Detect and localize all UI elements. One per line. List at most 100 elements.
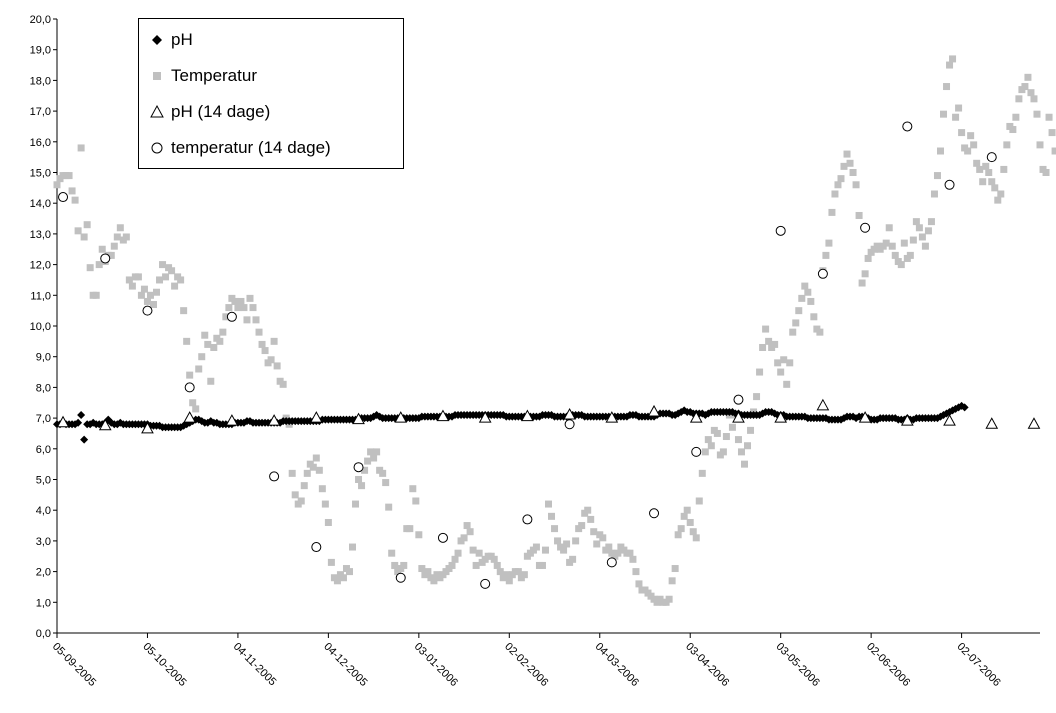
temperature-point	[246, 294, 254, 302]
temperature-point	[548, 512, 556, 520]
temperature-point	[991, 184, 999, 192]
y-tick-label: 5,0	[36, 475, 51, 487]
temperature-point	[698, 469, 706, 477]
temperature-point	[466, 528, 474, 536]
temperature-point	[780, 356, 788, 364]
temperature-point	[753, 393, 761, 401]
y-tick-label: 3,0	[36, 536, 51, 548]
temperature-point	[207, 377, 215, 385]
temperature-point	[490, 555, 498, 563]
temperature-point	[578, 522, 586, 530]
temperature-point	[958, 129, 966, 137]
ph-14-point	[225, 414, 239, 426]
x-tick-label: 05-09-2005	[50, 641, 98, 689]
temperature-point	[740, 460, 748, 468]
temperature-point	[210, 343, 218, 351]
y-tick-label: 11,0	[30, 290, 51, 302]
legend-label-ph: pH	[171, 30, 193, 49]
temperature-point	[355, 476, 363, 483]
temperature-point	[765, 337, 773, 345]
temperature-point	[686, 518, 694, 526]
temperature-point	[249, 304, 257, 312]
ph-14-point	[56, 415, 70, 428]
temperature-point	[909, 236, 917, 244]
temperature-point	[201, 331, 209, 339]
temperature-point	[448, 561, 456, 569]
temperature-point	[472, 561, 480, 569]
y-tick-label: 14,0	[30, 198, 51, 210]
temperature-point	[1000, 165, 1008, 173]
temperature-point	[505, 577, 513, 585]
temperature-point	[683, 506, 691, 514]
temperature-point	[53, 181, 61, 189]
temperature-point	[156, 276, 164, 284]
temperature-point	[110, 242, 118, 250]
temperature-point	[361, 466, 369, 474]
ph-14-point	[900, 414, 914, 426]
temperature-point	[563, 540, 571, 548]
temperature-point	[379, 469, 387, 477]
temperature-point	[888, 242, 896, 250]
ph-point	[74, 418, 83, 427]
ph-14-point	[816, 398, 830, 411]
temperature-point	[77, 144, 85, 152]
temperature-point	[180, 307, 188, 315]
temperature-point	[312, 454, 320, 462]
temperature-point	[74, 227, 82, 235]
temperature-point	[921, 242, 929, 250]
temperature-point	[252, 316, 260, 324]
temp-14-point	[902, 121, 913, 132]
temperature-point	[171, 282, 179, 290]
temperature-point	[569, 555, 577, 563]
temperature-point	[849, 169, 857, 176]
y-tick-label: 12,0	[30, 260, 51, 272]
temperature-point	[680, 512, 688, 520]
temp-14-point	[142, 305, 153, 316]
temperature-point	[80, 233, 88, 241]
temperature-point	[140, 285, 148, 293]
temperature-point	[255, 328, 263, 336]
temp-14-point	[58, 192, 69, 203]
temperature-point	[759, 343, 767, 351]
temperature-point	[885, 224, 893, 232]
temperature-point	[756, 368, 764, 376]
temperature-point	[225, 304, 233, 312]
temperature-point	[1051, 147, 1056, 155]
temperature-point	[538, 561, 546, 569]
x-tick-label: 02-06-2006	[864, 641, 912, 689]
temperature-point	[701, 448, 709, 456]
temperature-point	[1033, 110, 1041, 118]
temp-14-point	[353, 462, 364, 473]
temperature-point	[373, 448, 381, 456]
temperature-point	[352, 500, 360, 508]
temperature-point	[95, 261, 103, 269]
temperature-point	[722, 433, 730, 441]
square-icon	[153, 72, 161, 80]
legend-item-temp-14: temperatur (14 dage)	[149, 135, 331, 161]
temperature-point	[810, 313, 818, 321]
temperature-point	[834, 181, 842, 189]
series-triangle	[56, 398, 1041, 434]
temp-14-point	[733, 394, 744, 405]
temperature-point	[258, 340, 266, 348]
temperature-point	[159, 261, 167, 269]
series-diamond	[53, 401, 969, 444]
ph-point	[960, 403, 969, 412]
temperature-point	[122, 233, 130, 241]
temperature-point	[192, 405, 200, 413]
ph-point	[80, 435, 89, 444]
ph-14-point	[689, 411, 703, 423]
legend: pH Temperatur pH (14 dage) temperatur (1…	[138, 18, 404, 169]
legend-label-ph-14: pH (14 dage)	[171, 102, 271, 121]
ph-14-point	[1027, 417, 1041, 429]
temperature-point	[186, 371, 194, 379]
temperature-point	[964, 147, 972, 155]
ph-14-point	[521, 409, 534, 422]
temperature-point	[713, 429, 721, 437]
temperature-point	[460, 534, 468, 542]
temperature-point	[303, 469, 311, 477]
temperature-point	[545, 500, 552, 508]
temperature-point	[635, 580, 643, 588]
ph-14-point	[732, 411, 745, 423]
temp-14-point	[606, 557, 617, 568]
